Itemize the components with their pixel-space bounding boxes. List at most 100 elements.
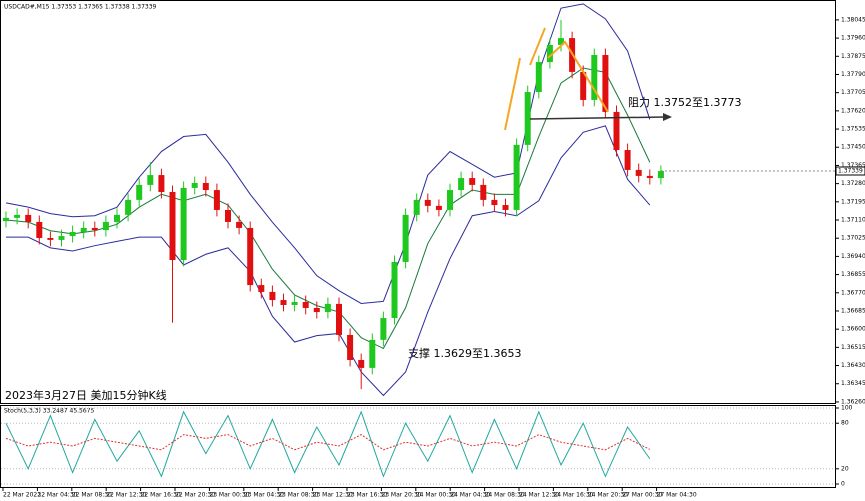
x-tick-label: 27 Mar 00:30 bbox=[622, 492, 662, 499]
y-tick-label: 1.37960 bbox=[841, 35, 865, 42]
candle-body bbox=[624, 150, 631, 170]
candle-body bbox=[102, 221, 109, 231]
arrow-head bbox=[663, 113, 672, 121]
y-tick-label: 1.36940 bbox=[841, 253, 865, 260]
candle-body bbox=[369, 339, 376, 368]
y-tick-label: 1.37195 bbox=[841, 198, 865, 205]
candle-body bbox=[47, 237, 54, 240]
candle-body bbox=[458, 178, 465, 191]
candle-body bbox=[646, 175, 653, 179]
y-tick-label: 1.37110 bbox=[841, 217, 865, 224]
candle-body bbox=[291, 301, 298, 305]
candle-body bbox=[91, 227, 98, 231]
x-tick-label: 22 Mar 04:30 bbox=[37, 492, 77, 499]
candle-body bbox=[469, 178, 476, 185]
candle-body bbox=[391, 261, 398, 319]
x-tick-label: 22 Mar 12:30 bbox=[106, 492, 146, 499]
candle-body bbox=[302, 301, 309, 308]
x-tick-label: 22 Mar 2023 bbox=[3, 492, 41, 499]
candle-body bbox=[225, 209, 231, 222]
candle-body bbox=[313, 307, 320, 313]
x-tick-label: 22 Mar 16:30 bbox=[141, 492, 181, 499]
candle-body bbox=[502, 205, 509, 210]
stoch-title: Stoch(5,3,3) 33.2487 45.5675 bbox=[4, 408, 95, 415]
candle-body bbox=[169, 191, 176, 261]
candle-body bbox=[280, 300, 287, 305]
pattern-lines bbox=[504, 27, 609, 131]
candle-body bbox=[513, 144, 520, 210]
candle-body bbox=[524, 92, 531, 145]
y-tick-label: 1.36515 bbox=[841, 344, 865, 351]
x-tick-label: 24 Mar 04:30 bbox=[450, 492, 490, 499]
y-tick-label: 0 bbox=[841, 481, 845, 488]
candle-body bbox=[136, 184, 143, 200]
x-tick-label: 24 Mar 12:30 bbox=[519, 492, 559, 499]
x-tick-label: 23 Mar 20:30 bbox=[381, 492, 421, 499]
candle-body bbox=[269, 291, 276, 301]
candle-body bbox=[491, 199, 498, 206]
candle-body bbox=[114, 214, 120, 222]
y-tick-label: 1.37365 bbox=[841, 162, 865, 169]
candle-body bbox=[180, 187, 187, 261]
candle-body bbox=[213, 190, 220, 210]
candle-body bbox=[147, 175, 154, 185]
candle-body bbox=[413, 199, 420, 215]
y-tick-label: 80 bbox=[841, 420, 849, 427]
candle-body bbox=[25, 214, 32, 222]
candle-body bbox=[58, 236, 65, 240]
y-tick-label: 1.37025 bbox=[841, 235, 865, 242]
x-tick-label: 24 Mar 20:30 bbox=[588, 492, 628, 499]
y-tick-label: 1.36260 bbox=[841, 398, 865, 405]
last-price-label: 1.37339 bbox=[838, 168, 863, 175]
y-tick-label: 1.37280 bbox=[841, 180, 865, 187]
pattern-line bbox=[504, 57, 521, 131]
candle-body bbox=[435, 205, 442, 210]
candle-body bbox=[602, 55, 609, 112]
candle-body bbox=[236, 221, 243, 228]
candle-body bbox=[535, 62, 542, 93]
candle-body bbox=[3, 217, 9, 222]
y-tick-label: 1.36345 bbox=[841, 380, 865, 387]
candle-body bbox=[380, 318, 387, 340]
y-tick-label: 20 bbox=[841, 465, 849, 472]
pattern-line bbox=[529, 27, 546, 66]
candle-body bbox=[558, 38, 564, 45]
x-tick-label: 27 Mar 04:30 bbox=[657, 492, 697, 499]
x-tick-label: 23 Mar 04:30 bbox=[244, 492, 284, 499]
candle-body bbox=[347, 334, 354, 360]
candle-body bbox=[424, 199, 431, 206]
candle-body bbox=[80, 227, 87, 232]
candle-body bbox=[258, 285, 265, 292]
candle-body bbox=[480, 184, 487, 200]
candle-body bbox=[591, 55, 598, 100]
candle-body bbox=[358, 359, 365, 368]
candle-body bbox=[158, 175, 165, 192]
candle-body bbox=[580, 71, 587, 100]
stoch-1 bbox=[5, 434, 651, 451]
candle-body bbox=[447, 190, 453, 210]
caption: 2023年3月27日 美加15分钟K线 bbox=[5, 388, 167, 402]
last-price-box bbox=[835, 166, 865, 176]
candle-body bbox=[202, 182, 209, 191]
y-tick-label: 1.37875 bbox=[841, 53, 865, 60]
band-upper bbox=[5, 3, 651, 304]
candle-body bbox=[546, 44, 553, 63]
y-tick-label: 1.36430 bbox=[841, 362, 865, 369]
symbol-header: USDCAD#,M15 1.37353 1.37365 1.37338 1.37… bbox=[4, 4, 157, 11]
y-tick-label: 1.36770 bbox=[841, 289, 865, 296]
y-tick-label: 1.37620 bbox=[841, 107, 865, 114]
stoch-frame bbox=[0, 405, 836, 488]
x-tick-label: 24 Mar 16:30 bbox=[553, 492, 593, 499]
y-tick-label: 1.37450 bbox=[841, 144, 865, 151]
support-note: 支撑 1.3629至1.3653 bbox=[408, 346, 521, 360]
y-tick-label: 1.37790 bbox=[841, 71, 865, 78]
candle-body bbox=[657, 171, 664, 179]
x-tick-label: 23 Mar 12:30 bbox=[313, 492, 353, 499]
candle-body bbox=[336, 303, 342, 335]
y-tick-label: 1.36685 bbox=[841, 307, 865, 314]
y-tick-label: 1.37535 bbox=[841, 126, 865, 133]
y-tick-label: 1.37705 bbox=[841, 89, 865, 96]
candle-body bbox=[613, 111, 620, 151]
band-lower bbox=[6, 125, 651, 397]
